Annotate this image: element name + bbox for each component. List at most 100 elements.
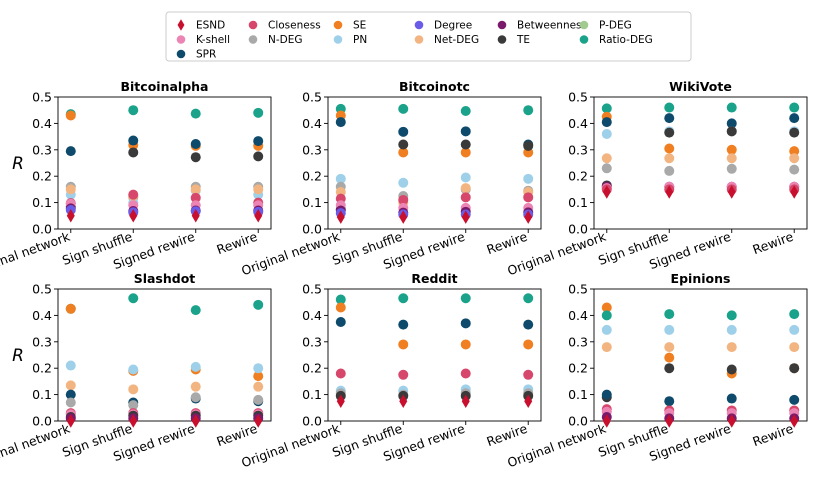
legend-marker-net-deg <box>414 35 424 44</box>
point-spr <box>601 389 612 400</box>
y-tick-label: 0.5 <box>32 282 52 297</box>
point-ratio-deg <box>190 305 201 316</box>
y-tick-label: 0.4 <box>568 116 588 131</box>
y-tick-label: 0.5 <box>302 282 322 297</box>
legend-frame <box>165 11 692 62</box>
legend-marker-degree <box>414 20 424 30</box>
y-tick-label: 0.0 <box>32 414 52 429</box>
point-ratio-deg <box>523 105 534 116</box>
point-closeness <box>190 192 201 203</box>
legend-label-esnd: ESND <box>196 20 225 32</box>
legend-label-te: TE <box>516 34 530 46</box>
legend-label-closeness: Closeness <box>268 20 321 32</box>
y-tick-label: 0.3 <box>302 334 322 349</box>
y-tick-label: 0.2 <box>568 169 588 184</box>
legend-marker-te <box>497 35 507 44</box>
y-tick-label: 0.4 <box>32 116 52 131</box>
y-tick-label: 0.4 <box>302 116 322 131</box>
point-esnd <box>399 210 408 224</box>
x-tick-label: Rewire <box>751 229 796 258</box>
point-pn <box>664 324 675 335</box>
data-points <box>601 302 800 428</box>
y-tick-label: 0.1 <box>32 387 52 402</box>
panel-title: Epinions <box>671 271 731 286</box>
x-tick-label: Rewire <box>751 421 796 450</box>
point-pn <box>789 324 800 335</box>
point-te <box>664 363 675 374</box>
point-spr <box>398 126 409 137</box>
legend-label-betweenness: Betweenness <box>517 20 587 32</box>
point-pn <box>190 361 201 372</box>
point-esnd <box>66 209 75 223</box>
point-spr <box>335 117 346 128</box>
y-tick-label: 0.1 <box>302 387 322 402</box>
point-esnd <box>399 394 408 408</box>
point-esnd <box>790 185 799 199</box>
legend-marker-n-deg <box>248 35 258 44</box>
legend-label-ratio-deg: Ratio-DEG <box>599 34 653 46</box>
point-esnd <box>254 414 263 428</box>
point-spr <box>601 117 612 128</box>
point-closeness <box>523 369 534 380</box>
panel-title: Reddit <box>411 271 457 286</box>
y-tick-label: 0.2 <box>32 361 52 376</box>
point-spr <box>190 138 201 149</box>
point-esnd <box>665 185 674 199</box>
point-net-deg <box>190 381 201 392</box>
panel-title: Bitcoinotc <box>399 79 470 94</box>
plot-frame <box>57 288 272 422</box>
point-esnd <box>524 394 533 408</box>
point-te <box>789 127 800 138</box>
y-tick-label: 0.2 <box>568 361 588 376</box>
point-closeness <box>398 369 409 380</box>
y-axis-label: R <box>12 346 24 366</box>
point-esnd <box>336 394 345 408</box>
point-esnd <box>602 185 611 199</box>
point-closeness <box>523 192 534 203</box>
point-se <box>460 147 471 158</box>
point-se <box>664 352 675 363</box>
legend-marker-ratio-deg <box>579 35 589 44</box>
y-tick-label: 0.2 <box>302 361 322 376</box>
point-n-deg <box>664 165 675 176</box>
point-net-deg <box>460 183 471 194</box>
point-spr <box>460 126 471 137</box>
point-ratio-deg <box>190 108 201 119</box>
point-pn <box>335 173 346 184</box>
point-spr <box>65 389 76 400</box>
point-closeness <box>460 192 471 203</box>
point-n-deg <box>190 392 201 403</box>
point-esnd <box>524 210 533 224</box>
point-esnd <box>254 209 263 223</box>
y-tick-label: 0.0 <box>302 222 322 237</box>
point-ratio-deg <box>789 309 800 320</box>
legend-label-pn: PN <box>353 34 367 46</box>
point-net-deg <box>726 153 737 164</box>
legend-label-n-deg: N-DEG <box>268 34 303 46</box>
point-spr <box>664 396 675 407</box>
data-points <box>335 293 534 408</box>
point-net-deg <box>65 380 76 391</box>
data-points <box>601 102 800 199</box>
point-pn <box>523 173 534 184</box>
point-net-deg <box>726 342 737 353</box>
data-points <box>65 105 264 223</box>
point-ratio-deg <box>726 310 737 321</box>
point-esnd <box>66 414 75 428</box>
legend-label-p-deg: P-DEG <box>599 20 632 32</box>
point-esnd <box>602 414 611 428</box>
point-ratio-deg <box>664 102 675 113</box>
point-se <box>601 302 612 313</box>
point-closeness <box>128 189 139 200</box>
y-tick-label: 0.3 <box>568 142 588 157</box>
point-te <box>190 152 201 163</box>
point-ratio-deg <box>664 309 675 320</box>
point-pn <box>460 172 471 183</box>
plot-frame <box>327 96 542 230</box>
y-tick-label: 0.1 <box>568 195 588 210</box>
y-tick-label: 0.3 <box>302 142 322 157</box>
point-n-deg <box>128 400 139 411</box>
